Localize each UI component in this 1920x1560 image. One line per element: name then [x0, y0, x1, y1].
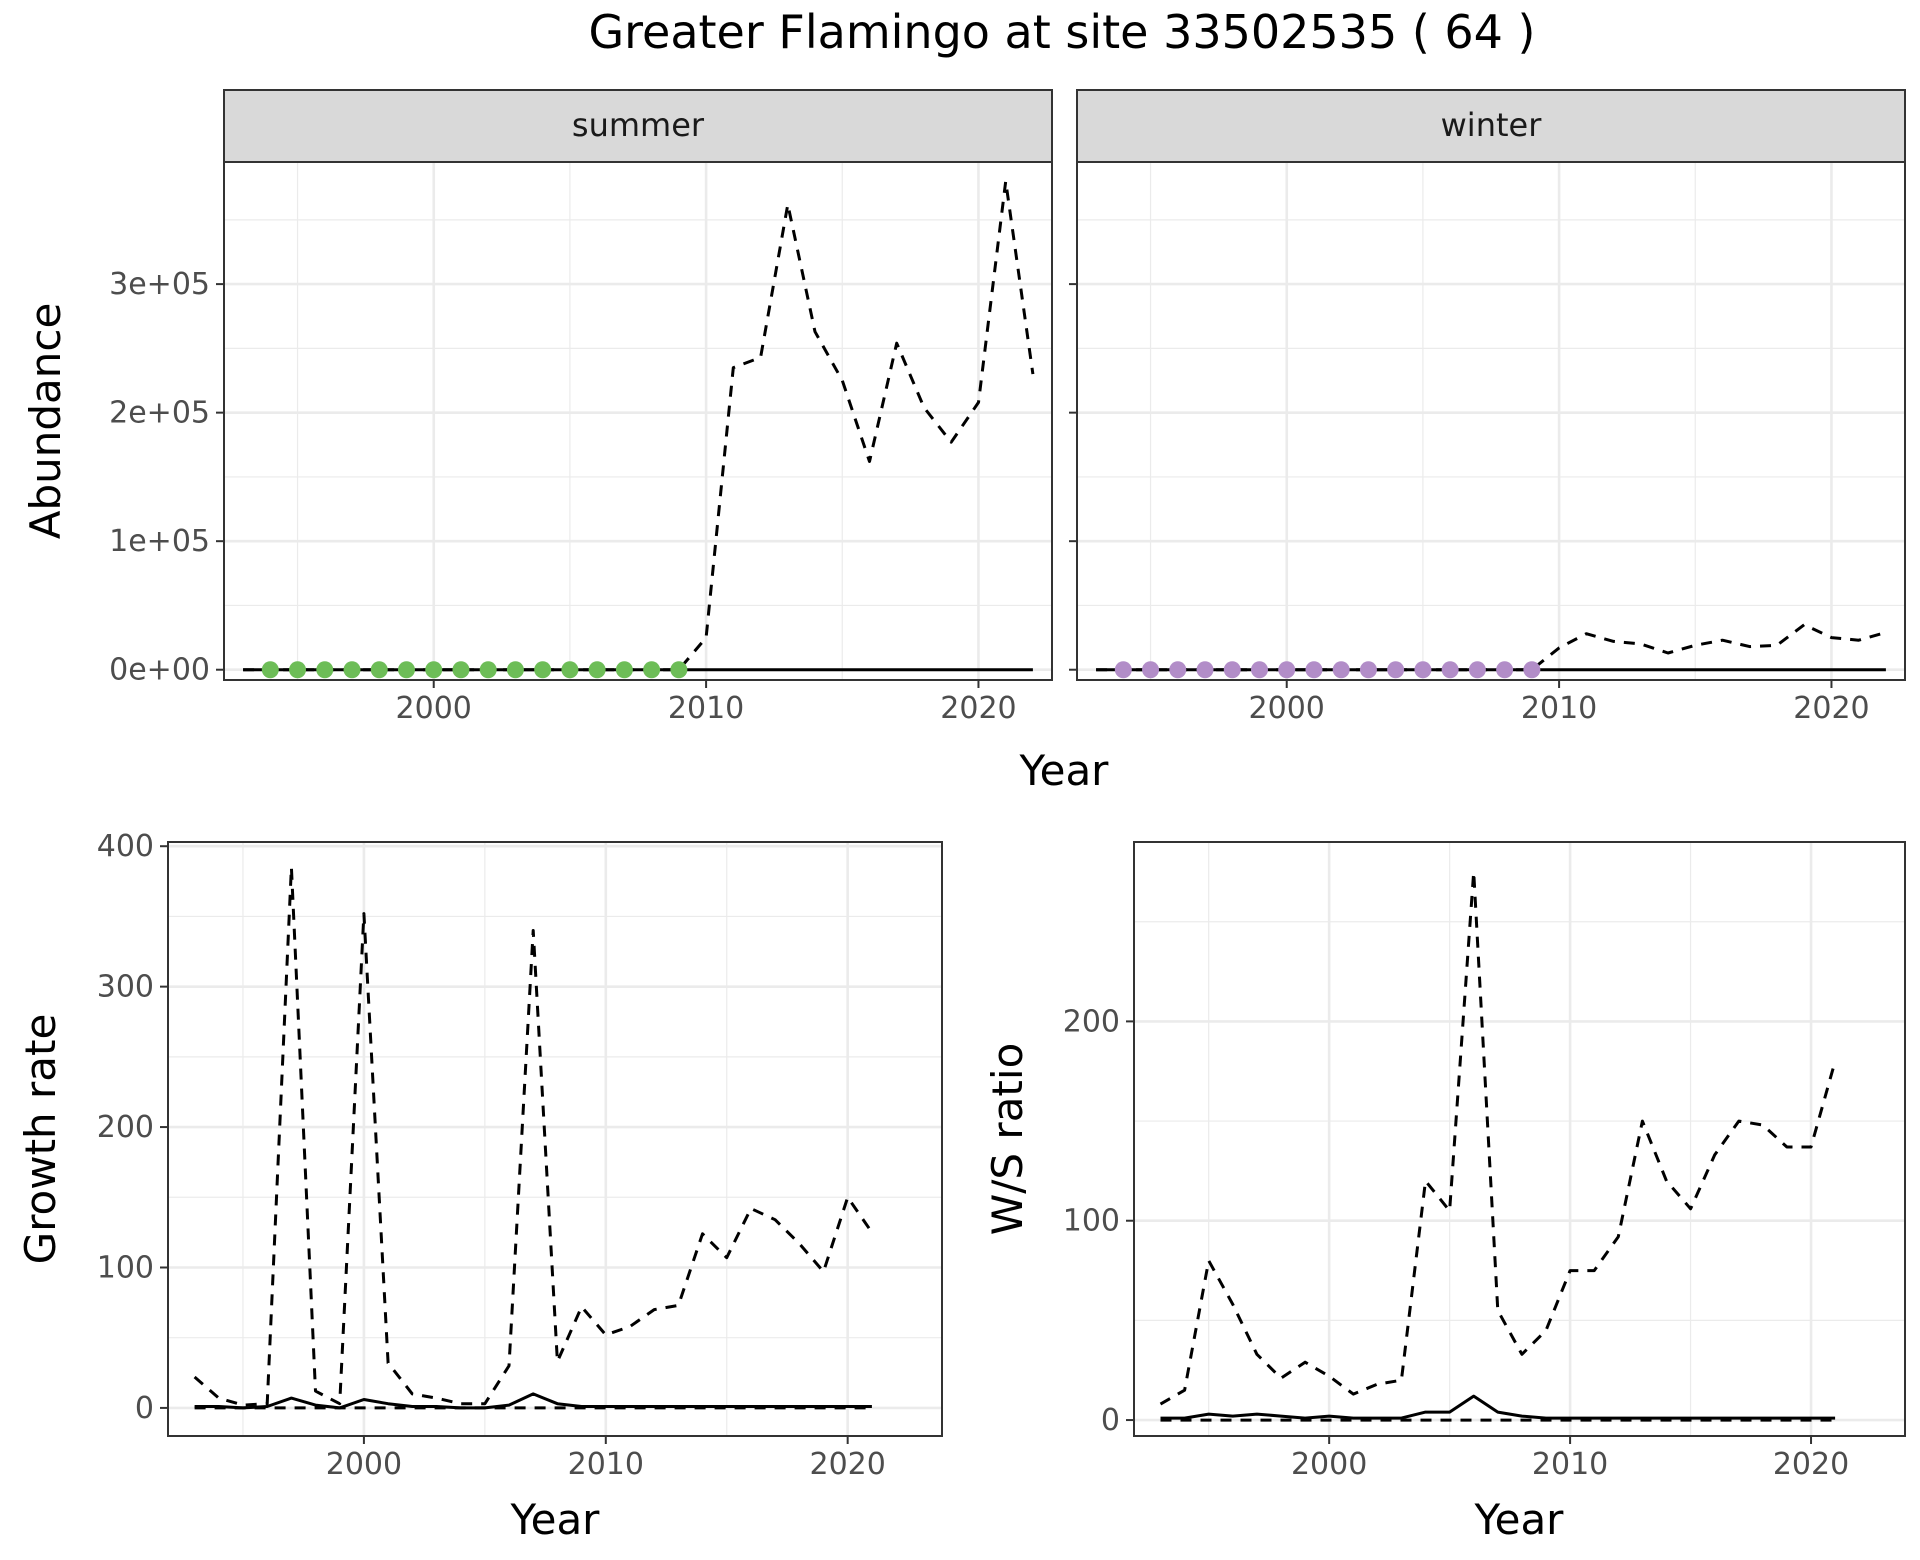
figure-title: Greater Flamingo at site 33502535 ( 64 ) — [588, 5, 1535, 59]
growth-plot-background — [168, 842, 942, 1436]
winter-data-point — [1278, 661, 1296, 679]
panel-winter: winter 2000 2010 2020 — [1069, 89, 1906, 726]
summer-data-point — [506, 661, 524, 679]
winter-data-point — [1359, 661, 1377, 679]
panel-summer: summer 2000 2010 2020 0e+00 1e+05 2e+05 3e+05 — [109, 89, 1053, 726]
growth-series-dashed-line — [193, 865, 874, 1407]
summer-strip-label: summer — [572, 106, 705, 144]
winter-x-tick-label: 2000 — [1249, 691, 1325, 726]
summer-data-point — [670, 661, 688, 679]
summer-y-tick-label: 0e+00 — [109, 653, 210, 688]
winter-data-point — [1387, 661, 1405, 679]
ratio-grid — [1134, 842, 1905, 1436]
summer-data-point — [643, 661, 661, 679]
winter-panel-border — [1076, 161, 1906, 681]
growth-y-tick-label: 100 — [97, 1250, 154, 1285]
winter-points — [1114, 661, 1541, 679]
abundance-y-axis-title: Abundance — [21, 303, 70, 540]
summer-grid — [224, 162, 1052, 680]
summer-data-point — [289, 661, 307, 679]
winter-data-point — [1196, 661, 1214, 679]
winter-data-point — [1414, 661, 1432, 679]
winter-ticks: 2000 2010 2020 — [1069, 283, 1870, 726]
winter-grid — [1077, 162, 1905, 680]
winter-x-tick-label: 2010 — [1521, 691, 1597, 726]
growth-y-tick-label: 200 — [97, 1110, 154, 1145]
ratio-y-tick-label: 100 — [1063, 1204, 1120, 1239]
winter-data-point — [1496, 661, 1514, 679]
winter-data-point — [1305, 661, 1323, 679]
growth-series-solid-line — [194, 1392, 872, 1410]
summer-plot-background — [224, 162, 1052, 680]
winter-plot-background — [1077, 162, 1905, 680]
growth-y-axis-title: Growth rate — [16, 1014, 65, 1265]
ratio-y-tick-label: 0 — [1101, 1403, 1120, 1438]
summer-data-point — [561, 661, 579, 679]
panel-growth-rate: 2000 2010 2020 0 100 200 300 400 Growth rate Ye… — [16, 829, 943, 1544]
winter-data-point — [1114, 661, 1132, 679]
ratio-x-tick-label: 2000 — [1291, 1447, 1367, 1482]
ratio-y-tick-label: 200 — [1063, 1004, 1120, 1039]
ratio-x-tick-label: 2020 — [1773, 1447, 1849, 1482]
growth-series — [193, 865, 874, 1410]
summer-data-point — [316, 661, 334, 679]
winter-strip — [1076, 89, 1906, 163]
summer-data-point — [397, 661, 415, 679]
ratio-panel-border — [1133, 841, 1906, 1437]
ratio-series-solid-line — [1160, 1394, 1836, 1420]
growth-x-tick-label: 2010 — [568, 1447, 644, 1482]
summer-x-tick-label: 2010 — [668, 691, 744, 726]
summer-panel-border — [223, 161, 1053, 681]
ratio-ticks: 2000 2010 2020 0 100 200 — [1063, 1004, 1849, 1482]
summer-data-point — [343, 661, 361, 679]
summer-data-point — [370, 661, 388, 679]
growth-x-axis-title: Year — [510, 1495, 601, 1544]
summer-y-tick-label: 1e+05 — [109, 524, 210, 559]
ratio-series — [1159, 870, 1837, 1422]
summer-data-point — [534, 661, 552, 679]
panel-ws-ratio: 2000 2010 2020 0 100 200 W/S ratio Year — [983, 841, 1906, 1544]
winter-data-point — [1169, 661, 1187, 679]
winter-data-point — [1250, 661, 1268, 679]
growth-grid — [168, 842, 942, 1436]
summer-points — [261, 661, 688, 679]
ratio-x-tick-label: 2010 — [1532, 1447, 1608, 1482]
winter-data-point — [1223, 661, 1241, 679]
ratio-x-axis-title: Year — [1474, 1495, 1565, 1544]
growth-y-tick-label: 0 — [135, 1391, 154, 1426]
winter-data-point — [1332, 661, 1350, 679]
growth-x-tick-label: 2000 — [326, 1447, 402, 1482]
summer-y-tick-label: 3e+05 — [109, 267, 210, 302]
winter-strip-label: winter — [1441, 106, 1543, 144]
summer-ticks: 2000 2010 2020 0e+00 1e+05 2e+05 3e+05 — [109, 267, 1016, 726]
top-x-axis-title: Year — [1019, 746, 1110, 795]
winter-data-point — [1523, 661, 1541, 679]
growth-y-tick-label: 300 — [97, 970, 154, 1005]
summer-y-tick-label: 2e+05 — [109, 396, 210, 431]
winter-data-point — [1441, 661, 1459, 679]
winter-data-point — [1468, 661, 1486, 679]
ratio-plot-background — [1134, 842, 1905, 1436]
summer-data-point — [452, 661, 470, 679]
summer-data-point — [479, 661, 497, 679]
ratio-y-axis-title: W/S ratio — [983, 1043, 1032, 1236]
summer-data-point — [261, 661, 279, 679]
ratio-series-dashed-line — [1159, 870, 1837, 1406]
summer-data-point — [615, 661, 633, 679]
summer-data-point — [425, 661, 443, 679]
growth-x-tick-label: 2020 — [809, 1447, 885, 1482]
growth-panel-border — [167, 841, 943, 1437]
summer-x-tick-label: 2020 — [940, 691, 1016, 726]
summer-strip — [223, 89, 1053, 163]
growth-y-tick-label: 400 — [97, 829, 154, 864]
summer-x-tick-label: 2000 — [396, 691, 472, 726]
growth-ticks: 2000 2010 2020 0 100 200 300 400 — [97, 829, 886, 1482]
summer-data-point — [588, 661, 606, 679]
winter-x-tick-label: 2020 — [1793, 691, 1869, 726]
winter-data-point — [1142, 661, 1160, 679]
